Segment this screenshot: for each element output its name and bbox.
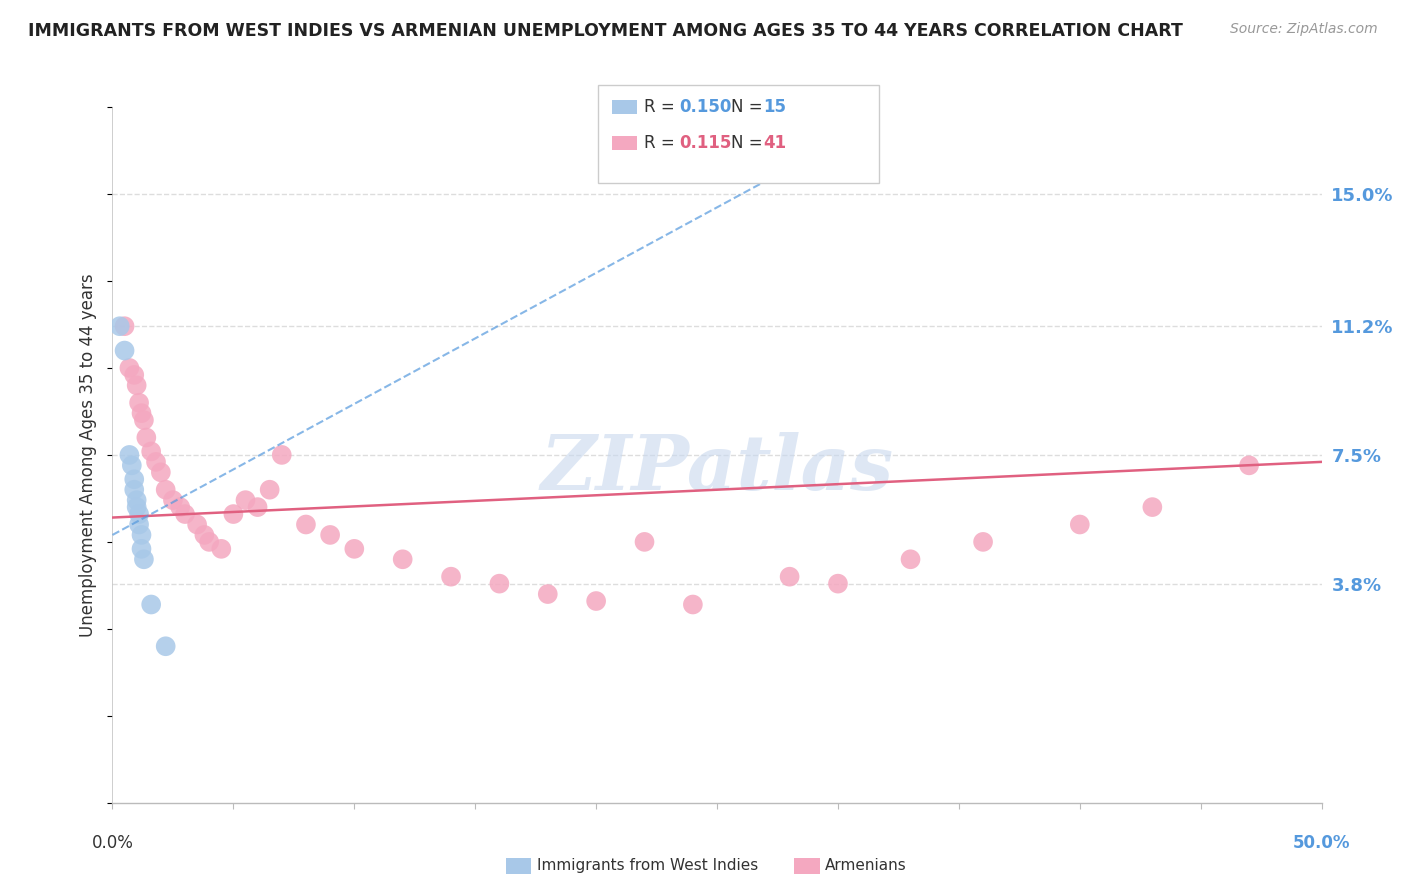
Point bbox=[145, 455, 167, 469]
Text: N =: N = bbox=[731, 134, 768, 152]
Point bbox=[118, 360, 141, 375]
Point bbox=[633, 534, 655, 549]
Point bbox=[122, 483, 145, 497]
Text: N =: N = bbox=[731, 98, 768, 116]
Point bbox=[235, 493, 257, 508]
Text: 50.0%: 50.0% bbox=[1294, 834, 1350, 852]
Point bbox=[209, 541, 232, 556]
Point bbox=[827, 576, 849, 591]
Point bbox=[114, 343, 136, 358]
Point bbox=[125, 378, 148, 392]
Point bbox=[391, 552, 413, 566]
Point bbox=[132, 552, 155, 566]
Point bbox=[108, 319, 131, 334]
Point bbox=[779, 570, 801, 584]
Point bbox=[900, 552, 922, 566]
Point bbox=[343, 541, 366, 556]
Point bbox=[198, 534, 221, 549]
Point bbox=[121, 458, 143, 473]
Point bbox=[186, 517, 208, 532]
Point bbox=[114, 319, 136, 334]
Point bbox=[118, 448, 141, 462]
Point bbox=[1142, 500, 1164, 514]
Text: ZIPatlas: ZIPatlas bbox=[540, 432, 894, 506]
Point bbox=[1069, 517, 1091, 532]
Point bbox=[122, 368, 145, 382]
Point bbox=[319, 528, 342, 542]
Y-axis label: Unemployment Among Ages 35 to 44 years: Unemployment Among Ages 35 to 44 years bbox=[79, 273, 97, 637]
Point bbox=[125, 500, 148, 514]
Text: Armenians: Armenians bbox=[825, 858, 907, 872]
Text: R =: R = bbox=[644, 134, 681, 152]
Point bbox=[193, 528, 215, 542]
Point bbox=[128, 507, 150, 521]
Text: 0.150: 0.150 bbox=[679, 98, 731, 116]
Point bbox=[131, 528, 153, 542]
Point bbox=[246, 500, 269, 514]
Point bbox=[169, 500, 191, 514]
Point bbox=[122, 472, 145, 486]
Point bbox=[141, 444, 163, 458]
Point bbox=[135, 430, 157, 444]
Point bbox=[155, 483, 177, 497]
Point bbox=[128, 517, 150, 532]
Text: 0.0%: 0.0% bbox=[91, 834, 134, 852]
Point bbox=[585, 594, 607, 608]
Point bbox=[259, 483, 281, 497]
Point bbox=[222, 507, 245, 521]
Text: Source: ZipAtlas.com: Source: ZipAtlas.com bbox=[1230, 22, 1378, 37]
Point bbox=[131, 541, 153, 556]
Point bbox=[440, 570, 463, 584]
Text: IMMIGRANTS FROM WEST INDIES VS ARMENIAN UNEMPLOYMENT AMONG AGES 35 TO 44 YEARS C: IMMIGRANTS FROM WEST INDIES VS ARMENIAN … bbox=[28, 22, 1182, 40]
Point bbox=[162, 493, 184, 508]
Point bbox=[125, 493, 148, 508]
Text: 15: 15 bbox=[763, 98, 786, 116]
Text: Immigrants from West Indies: Immigrants from West Indies bbox=[537, 858, 758, 872]
Text: R =: R = bbox=[644, 98, 681, 116]
Point bbox=[682, 598, 704, 612]
Point bbox=[972, 534, 994, 549]
Point bbox=[155, 639, 177, 653]
Point bbox=[537, 587, 560, 601]
Point bbox=[131, 406, 153, 420]
Point bbox=[149, 466, 172, 480]
Point bbox=[128, 396, 150, 410]
Point bbox=[1237, 458, 1260, 473]
Text: 41: 41 bbox=[763, 134, 786, 152]
Point bbox=[488, 576, 510, 591]
Point bbox=[270, 448, 292, 462]
Point bbox=[295, 517, 318, 532]
Point bbox=[174, 507, 197, 521]
Text: 0.115: 0.115 bbox=[679, 134, 731, 152]
Point bbox=[132, 413, 155, 427]
Point bbox=[141, 598, 163, 612]
